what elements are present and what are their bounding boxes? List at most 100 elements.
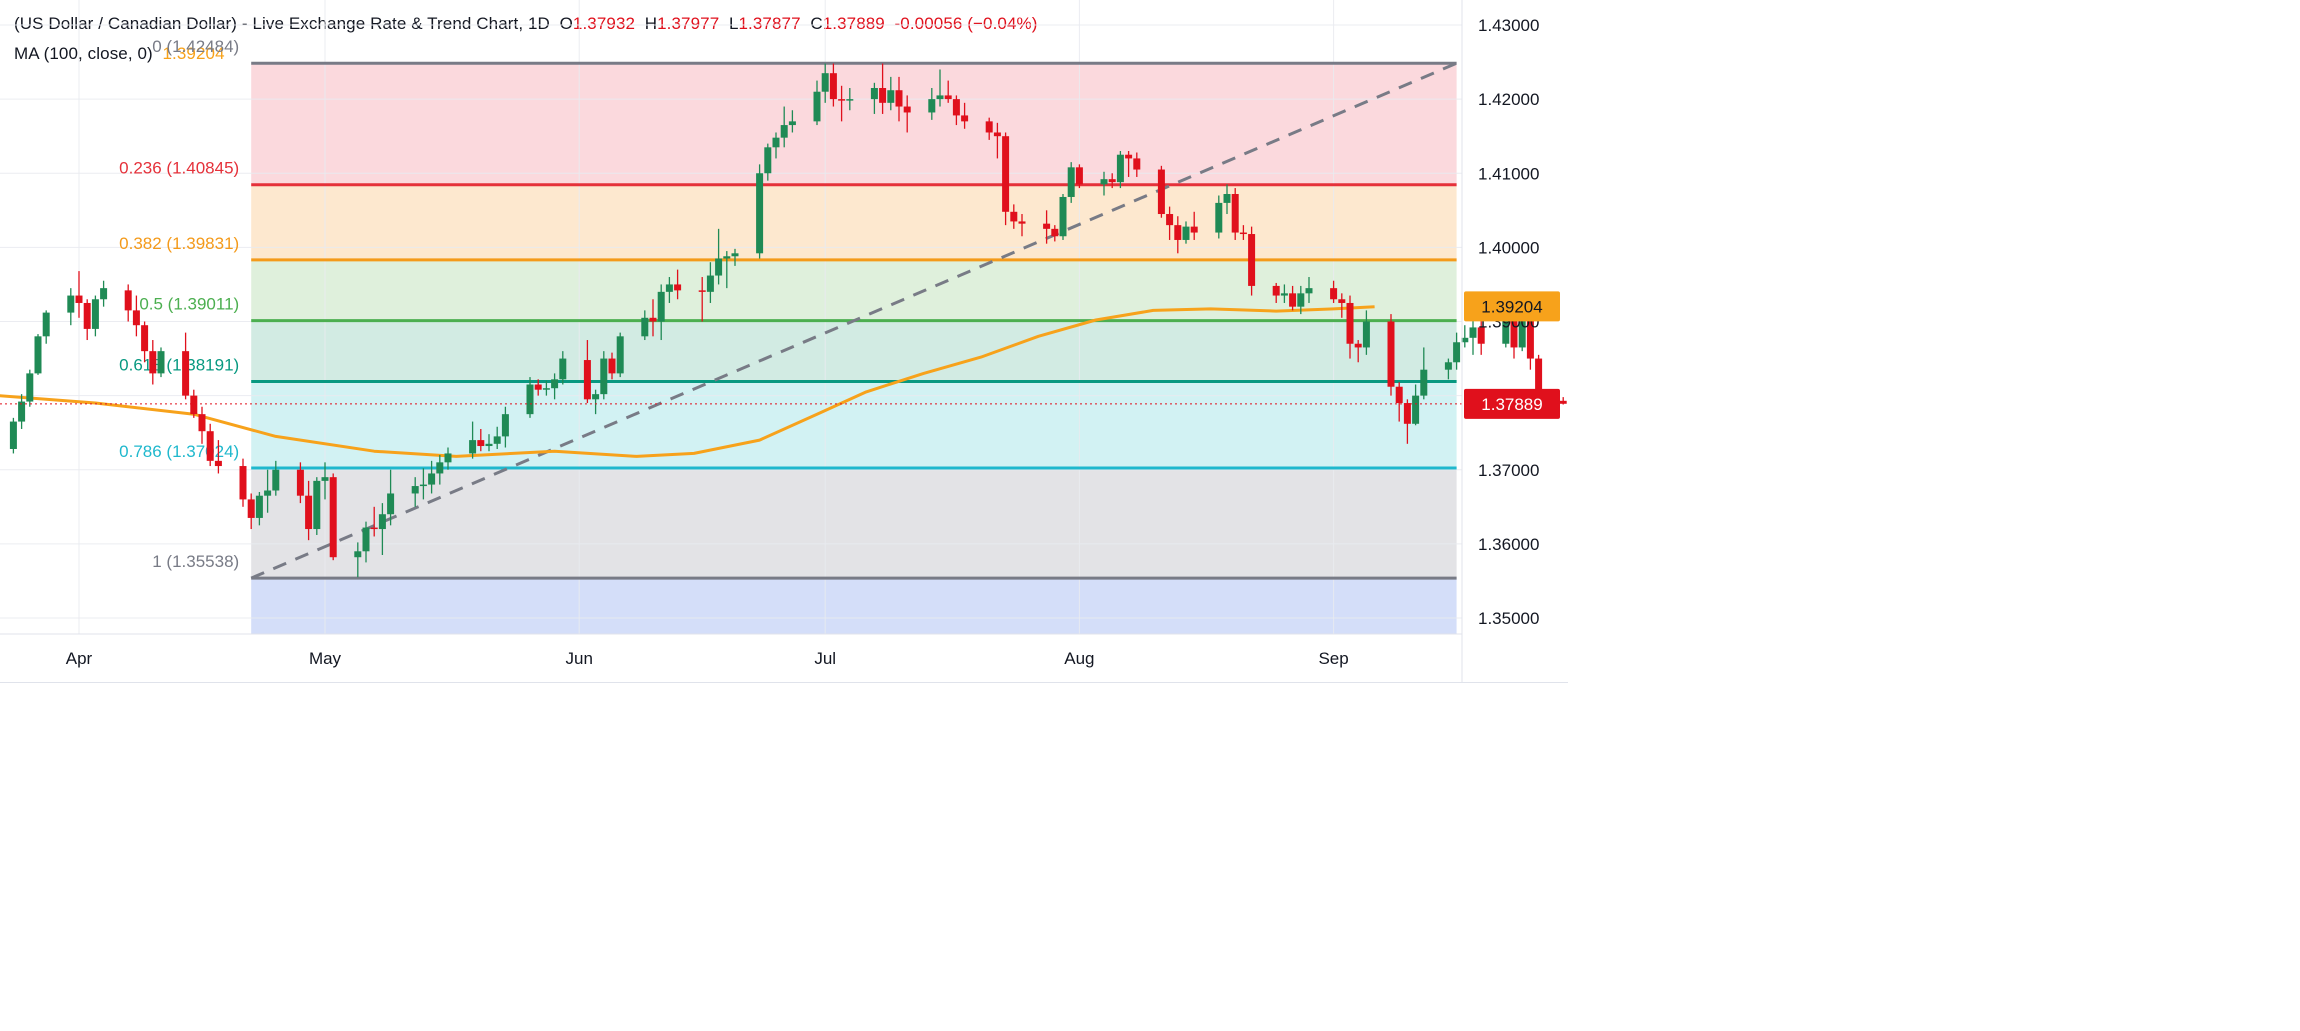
candle-body <box>157 351 165 374</box>
ma-value: 1.39204 <box>162 44 225 63</box>
candle-body <box>665 284 673 292</box>
candle-body <box>846 99 854 101</box>
candle-body <box>993 132 1001 137</box>
moving-average <box>0 305 1375 458</box>
close-label: C <box>810 14 823 33</box>
fib-label: 1 (1.35538) <box>152 552 239 571</box>
candle-body <box>124 290 132 311</box>
fib-band <box>251 184 1457 260</box>
candle-body <box>1362 321 1370 348</box>
candle-body <box>1067 167 1075 197</box>
candle-body <box>1010 211 1018 222</box>
price-chart[interactable]: 0 (1.42484) 0.236 (1.40845) 0.382 (1.39831… <box>0 0 1568 703</box>
candle-body <box>879 88 887 103</box>
candle-body <box>321 477 329 481</box>
candle-body <box>1116 154 1124 183</box>
candle-body <box>870 88 878 100</box>
candle-body <box>493 436 501 444</box>
y-tick-label: 1.37000 <box>1478 461 1539 480</box>
x-tick-label: Jun <box>565 649 592 668</box>
candle-body <box>1248 234 1256 286</box>
candle-body <box>1535 358 1543 401</box>
fib-labels: 0 (1.42484) 0.236 (1.40845) 0.382 (1.39831… <box>119 37 239 571</box>
candle-body <box>780 125 788 138</box>
candle-body <box>928 99 936 113</box>
candle-body <box>887 90 895 103</box>
candle-body <box>1453 342 1461 363</box>
candle-body <box>649 317 657 322</box>
fib-bands <box>251 63 1457 634</box>
candle-body <box>469 440 477 454</box>
candle-body <box>1518 317 1526 348</box>
candle-body <box>198 414 206 432</box>
candle-body <box>9 421 17 449</box>
candle-body <box>1289 293 1297 307</box>
candle-body <box>715 258 723 276</box>
grid-lines <box>0 0 1462 634</box>
close-value: 1.37889 <box>822 14 885 33</box>
candle-body <box>436 462 444 474</box>
candle-body <box>1215 202 1223 233</box>
candle-body <box>485 443 493 447</box>
candle-body <box>1330 288 1338 300</box>
candle-body <box>362 527 370 552</box>
candle-body <box>42 312 50 337</box>
candle-body <box>1477 327 1485 344</box>
candle-body <box>255 495 263 518</box>
candle-body <box>313 480 321 530</box>
fib-label: 0 (1.42484) <box>152 37 239 56</box>
x-tick-label: Jul <box>814 649 836 668</box>
candle-body <box>838 99 846 101</box>
candle-body <box>329 477 337 558</box>
candle-body <box>387 493 395 515</box>
fib-band <box>251 63 1457 185</box>
candle-body <box>1444 362 1452 370</box>
candle-body <box>264 490 272 496</box>
candle-body <box>206 431 214 461</box>
ma-price-badge <box>1464 291 1560 322</box>
candle-body <box>985 121 993 133</box>
candle-body <box>67 295 75 313</box>
fib-label: 0.5 (1.39011) <box>139 295 239 314</box>
fib-label: 0.618 (1.38191) <box>119 355 239 374</box>
candle-body <box>608 358 616 374</box>
fib-band <box>251 320 1457 382</box>
candle-body <box>821 73 829 92</box>
ma-price-label: 1.39204 <box>1481 297 1542 316</box>
candle-body <box>1526 317 1534 359</box>
candle-body <box>91 299 99 329</box>
candle-body <box>149 351 157 374</box>
candle-body <box>1272 285 1280 296</box>
candle-body <box>542 388 550 390</box>
fib-label: 0.382 (1.39831) <box>119 234 239 253</box>
candle-body <box>1502 314 1510 344</box>
candle-body <box>1100 179 1108 185</box>
y-tick-label: 1.36000 <box>1478 535 1539 554</box>
candle-body <box>247 499 255 518</box>
candle-body <box>944 95 952 100</box>
candle-body <box>1420 369 1428 396</box>
fib-lines <box>251 61 1457 580</box>
candle-body <box>756 173 764 254</box>
candle-body <box>829 73 837 100</box>
candle-body <box>1174 225 1182 240</box>
trend-line <box>250 61 1458 580</box>
ma-line <box>0 305 1375 458</box>
candle-body <box>731 253 739 257</box>
candle-body <box>477 440 485 447</box>
candle-body <box>1354 343 1362 348</box>
open-label: O <box>559 14 573 33</box>
candle-body <box>1239 232 1247 235</box>
candle-body <box>1133 158 1141 170</box>
ma-legend[interactable]: MA (100, close, 0) 1.39204 <box>14 44 225 64</box>
candle-body <box>1469 327 1477 338</box>
candle-body <box>559 358 567 380</box>
y-tick-label: 1.35000 <box>1478 609 1539 628</box>
candle-body <box>1157 169 1165 215</box>
fib-band <box>251 578 1457 634</box>
candle-body <box>1043 223 1051 229</box>
candle-body <box>1190 226 1198 233</box>
candle-body <box>534 384 542 390</box>
fib-label: 0.786 (1.37024) <box>119 442 239 461</box>
candle-body <box>26 373 34 402</box>
